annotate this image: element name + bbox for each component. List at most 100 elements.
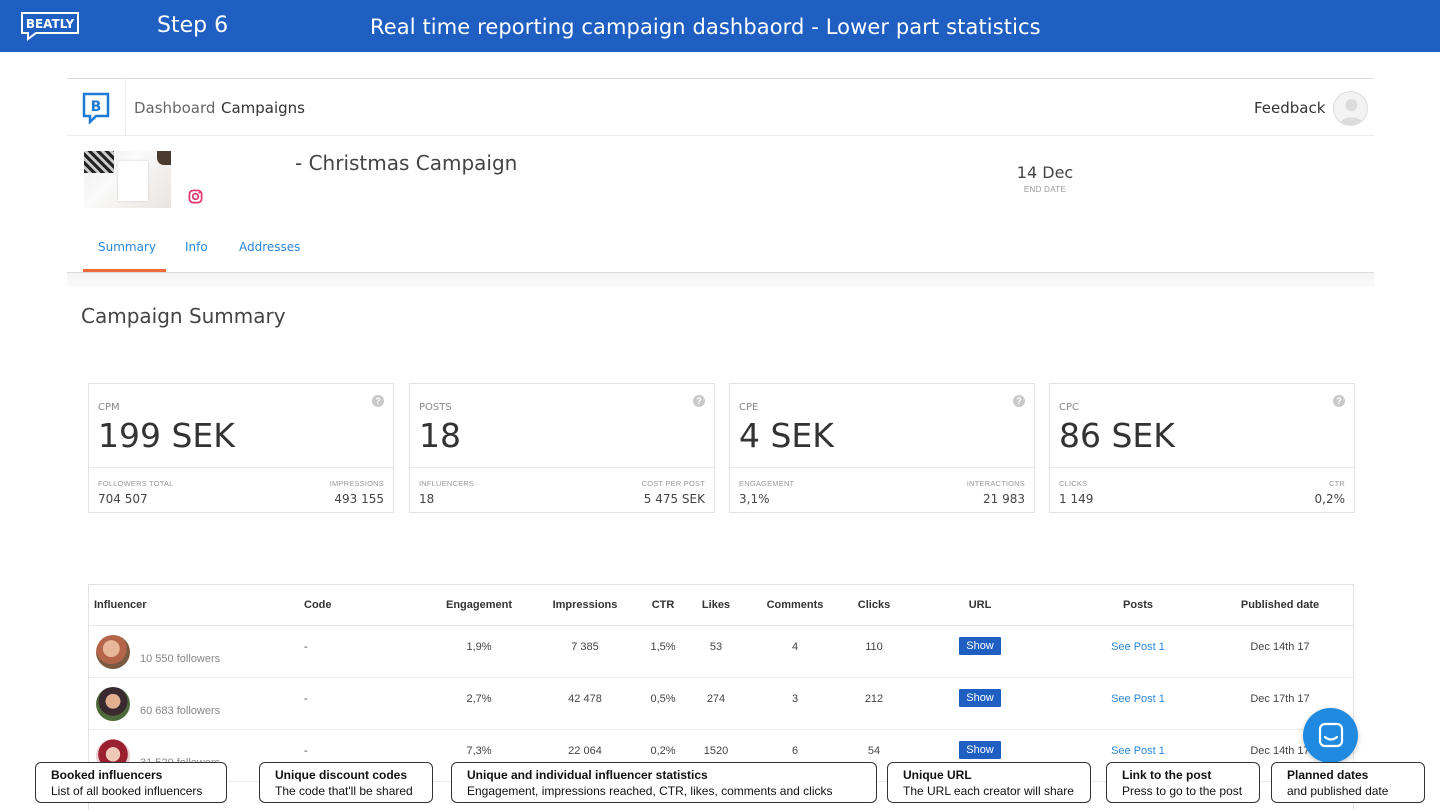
step-label: Step 6 [157, 13, 229, 38]
code-cell: - [304, 693, 308, 705]
banner-headline: Real time reporting campaign dashbaord -… [370, 15, 1041, 39]
see-post-link[interactable]: See Post 1 [1111, 641, 1165, 653]
comments-cell: 6 [791, 745, 799, 757]
kpi-sub-value: 21 983 [983, 492, 1025, 506]
impressions-cell: 22 064 [568, 745, 602, 757]
engagement-cell: 7,3% [466, 745, 492, 757]
section-title: Campaign Summary [81, 304, 286, 328]
col-comments[interactable]: Comments [766, 599, 824, 611]
kpi-label: POSTS [419, 402, 452, 413]
col-published-date[interactable]: Published date [1240, 599, 1320, 611]
kpi-label: CPM [98, 402, 120, 413]
help-icon[interactable]: ? [693, 395, 705, 407]
callout-unique-url: Unique URL The URL each creator will sha… [887, 762, 1091, 803]
top-banner: BEATLY Step 6 Real time reporting campai… [0, 0, 1440, 52]
user-icon [1339, 99, 1364, 125]
kpi-card-posts: POSTS 18 ? INFLUENCERS 18 COST PER POST … [409, 383, 715, 513]
show-url-button[interactable]: Show [959, 637, 1001, 655]
kpi-sub-label: CTR [1328, 479, 1345, 488]
kpi-label: CPE [739, 402, 759, 413]
ctr-cell: 0,5% [650, 693, 676, 705]
kpi-sub-label: COST PER POST [641, 479, 705, 488]
published-date-cell: Dec 14th 17 [1250, 641, 1310, 653]
table-row[interactable]: 10 550 followers - 1,9% 7 385 1,5% 53 4 … [89, 626, 1353, 678]
show-url-button[interactable]: Show [959, 741, 1001, 759]
col-ctr[interactable]: CTR [651, 599, 675, 611]
campaign-title: - Christmas Campaign [295, 151, 518, 175]
kpi-sub-label: CLICKS [1059, 479, 1088, 488]
col-code[interactable]: Code [304, 599, 332, 611]
influencer-avatar[interactable] [96, 687, 130, 721]
campaign-tabs: Summary Info Addresses [67, 229, 1374, 273]
kpi-sub-label: INFLUENCERS [419, 479, 475, 488]
kpi-card-cpe: CPE 4 SEK ? ENGAGEMENT 3,1% INTERACTIONS… [729, 383, 1035, 513]
dashboard-app: B Dashboard Campaigns Feedback - Christm… [67, 78, 1374, 810]
published-date-cell: Dec 14th 17 [1250, 745, 1310, 757]
callout-text: The URL each creator will share [903, 784, 1074, 798]
callout-text: and published date [1287, 784, 1389, 798]
nav-dashboard[interactable]: Dashboard [134, 99, 216, 117]
see-post-link[interactable]: See Post 1 [1111, 693, 1165, 705]
engagement-cell: 2,7% [466, 693, 492, 705]
col-impressions[interactable]: Impressions [552, 599, 618, 611]
kpi-sub-value: 5 475 SEK [643, 492, 705, 506]
brand-logo[interactable]: B [67, 79, 126, 136]
callout-planned-dates: Planned dates and published date [1271, 762, 1425, 803]
likes-cell: 1520 [703, 745, 729, 757]
callout-title: Unique URL [903, 768, 972, 782]
active-tab-indicator [83, 269, 166, 272]
tab-info[interactable]: Info [185, 240, 208, 254]
chat-icon [1318, 722, 1344, 748]
callout-post-link: Link to the post Press to go to the post [1106, 762, 1260, 803]
kpi-card-cpc: CPC 86 SEK ? CLICKS 1 149 CTR 0,2% [1049, 383, 1355, 513]
kpi-sub-label: IMPRESSIONS [329, 479, 384, 488]
kpi-sub-value: 1 149 [1059, 492, 1094, 506]
comments-cell: 4 [791, 641, 799, 653]
help-icon[interactable]: ? [372, 395, 384, 407]
callout-text: List of all booked influencers [51, 784, 203, 798]
impressions-cell: 42 478 [568, 693, 602, 705]
col-posts[interactable]: Posts [1123, 599, 1153, 611]
col-likes[interactable]: Likes [701, 599, 731, 611]
help-icon[interactable]: ? [1013, 395, 1025, 407]
influencer-avatar[interactable] [96, 635, 130, 669]
help-icon[interactable]: ? [1333, 395, 1345, 407]
impressions-cell: 7 385 [571, 641, 599, 653]
tab-summary[interactable]: Summary [98, 240, 156, 254]
ctr-cell: 1,5% [650, 641, 676, 653]
end-date-value: 14 Dec [1016, 163, 1074, 182]
kpi-sub-label: INTERACTIONS [966, 479, 1025, 488]
kpi-sub-value: 704 507 [98, 492, 148, 506]
clicks-cell: 212 [864, 693, 884, 705]
nav-campaigns[interactable]: Campaigns [221, 99, 306, 117]
col-url[interactable]: URL [968, 599, 992, 611]
kpi-sub-value: 3,1% [739, 492, 770, 506]
callout-title: Unique and individual influencer statist… [467, 768, 708, 782]
user-avatar[interactable] [1333, 91, 1368, 126]
see-post-link[interactable]: See Post 1 [1111, 745, 1165, 757]
likes-cell: 274 [706, 693, 726, 705]
engagement-cell: 1,9% [466, 641, 492, 653]
end-date-label: END DATE [1023, 185, 1067, 194]
follower-count: 10 550 followers [140, 653, 221, 665]
feedback-link[interactable]: Feedback [1254, 99, 1326, 117]
callout-discount-codes: Unique discount codes The code that'll b… [259, 762, 433, 803]
show-url-button[interactable]: Show [959, 689, 1001, 707]
kpi-value: 4 SEK [739, 416, 834, 455]
instagram-icon [188, 189, 203, 204]
table-row[interactable]: 60 683 followers - 2,7% 42 478 0,5% 274 … [89, 678, 1353, 730]
svg-text:B: B [91, 99, 102, 115]
chat-button[interactable] [1303, 708, 1358, 763]
col-influencer[interactable]: Influencer [94, 599, 147, 611]
tab-addresses[interactable]: Addresses [239, 240, 301, 254]
callout-influencer-statistics: Unique and individual influencer statist… [451, 762, 877, 803]
col-clicks[interactable]: Clicks [857, 599, 891, 611]
kpi-value: 199 SEK [98, 416, 235, 455]
comments-cell: 3 [791, 693, 799, 705]
callout-booked-influencers: Booked influencers List of all booked in… [35, 762, 227, 803]
callout-title: Planned dates [1287, 768, 1369, 782]
clicks-cell: 54 [867, 745, 881, 757]
ctr-cell: 0,2% [650, 745, 676, 757]
col-engagement[interactable]: Engagement [445, 599, 512, 611]
kpi-card-cpm: CPM 199 SEK ? FOLLOWERS TOTAL 704 507 IM… [88, 383, 394, 513]
